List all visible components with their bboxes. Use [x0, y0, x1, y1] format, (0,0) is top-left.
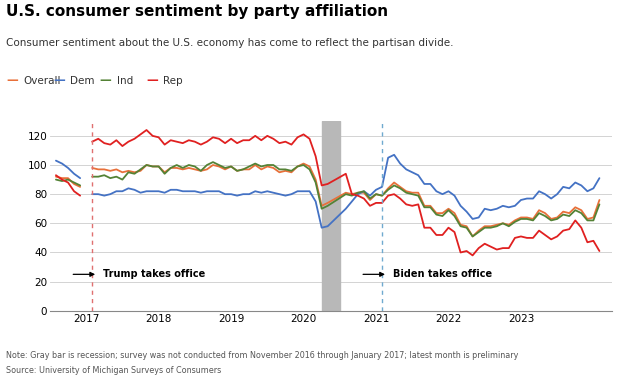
- Text: —: —: [53, 74, 65, 87]
- Text: U.S. consumer sentiment by party affiliation: U.S. consumer sentiment by party affilia…: [6, 4, 388, 19]
- Text: Ind: Ind: [117, 76, 133, 86]
- Text: Consumer sentiment about the U.S. economy has come to reflect the partisan divid: Consumer sentiment about the U.S. econom…: [6, 38, 454, 48]
- Bar: [321, 121, 340, 311]
- Text: —: —: [100, 74, 112, 87]
- Text: Dem: Dem: [70, 76, 94, 86]
- Text: Source: University of Michigan Surveys of Consumers: Source: University of Michigan Surveys o…: [6, 366, 222, 375]
- Text: Note: Gray bar is recession; survey was not conducted from November 2016 through: Note: Gray bar is recession; survey was …: [6, 351, 519, 360]
- Text: Trump takes office: Trump takes office: [103, 269, 205, 279]
- Text: —: —: [6, 74, 18, 87]
- Text: —: —: [147, 74, 158, 87]
- Text: Overall: Overall: [23, 76, 61, 86]
- Text: Biden takes office: Biden takes office: [393, 269, 492, 279]
- Text: Rep: Rep: [163, 76, 183, 86]
